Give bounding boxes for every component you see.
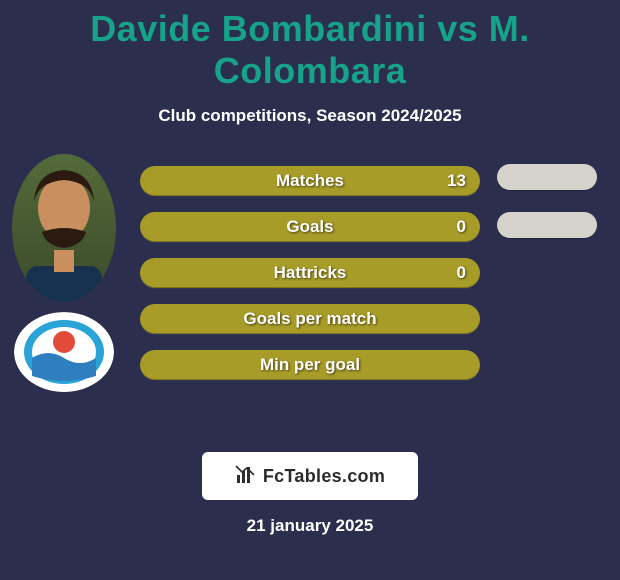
- stat-label: Hattricks: [140, 258, 480, 288]
- right-pills: [492, 164, 602, 260]
- player-avatar: [12, 154, 116, 302]
- content-row: Matches13Goals0Hattricks0Goals per match…: [0, 158, 620, 418]
- stat-bar: Matches13: [140, 166, 480, 196]
- left-media-column: [8, 154, 120, 392]
- stat-label: Goals per match: [140, 304, 480, 334]
- bar-chart-icon: [235, 463, 257, 490]
- stat-label: Goals: [140, 212, 480, 242]
- comparison-pill: [497, 164, 597, 190]
- comparison-pill: [497, 212, 597, 238]
- comparison-card: Davide Bombardini vs M. Colombara Club c…: [0, 0, 620, 580]
- stat-bar: Goals per match: [140, 304, 480, 334]
- date-text: 21 january 2025: [0, 516, 620, 536]
- page-title: Davide Bombardini vs M. Colombara: [0, 8, 620, 92]
- stat-bar: Min per goal: [140, 350, 480, 380]
- fctables-logo: FcTables.com: [202, 452, 418, 500]
- stat-value: 0: [457, 212, 466, 242]
- stat-bars: Matches13Goals0Hattricks0Goals per match…: [140, 166, 480, 396]
- stat-label: Min per goal: [140, 350, 480, 380]
- stat-label: Matches: [140, 166, 480, 196]
- stat-value: 0: [457, 258, 466, 288]
- logo-row: FcTables.com: [0, 452, 620, 500]
- stat-value: 13: [447, 166, 466, 196]
- logo-text: FcTables.com: [263, 466, 385, 487]
- subtitle: Club competitions, Season 2024/2025: [0, 106, 620, 126]
- club-badge: [14, 312, 114, 392]
- stat-bar: Goals0: [140, 212, 480, 242]
- stat-bar: Hattricks0: [140, 258, 480, 288]
